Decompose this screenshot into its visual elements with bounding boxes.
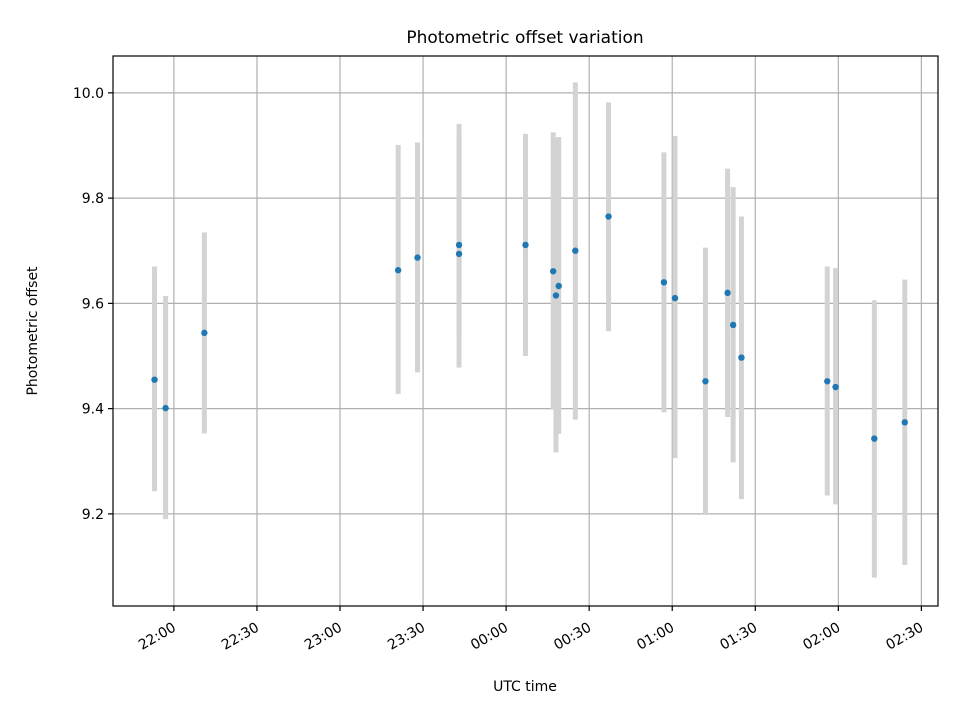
x-tick-label: 02:30: [883, 620, 926, 654]
x-tick-label: 01:00: [634, 620, 677, 654]
data-point: [414, 254, 421, 261]
data-point: [549, 268, 557, 275]
y-tick-label: 9.2: [82, 507, 104, 523]
data-point: [162, 404, 169, 412]
markers: [151, 213, 908, 442]
x-tick-label: 22:30: [219, 620, 262, 654]
data-point: [555, 282, 562, 290]
data-point: [522, 241, 529, 249]
x-tick-label: 00:00: [468, 620, 511, 654]
x-tick-label: 23:00: [302, 620, 345, 654]
x-tick-label: 00:30: [551, 620, 594, 654]
errorbars: [152, 82, 908, 578]
chart-title: Photometric offset variation: [406, 28, 643, 48]
y-axis: 9.2 9.4 9.6 9.8 10.0: [73, 86, 113, 523]
x-tick-label: 22:00: [136, 620, 179, 654]
y-tick-label: 9.6: [82, 296, 104, 312]
data-point: [660, 279, 668, 286]
data-point: [901, 419, 908, 426]
data-point: [824, 378, 831, 385]
data-point: [724, 289, 731, 297]
x-tick-label: 02:00: [800, 620, 843, 654]
data-point: [394, 267, 402, 274]
data-point: [871, 435, 878, 442]
data-point: [572, 247, 579, 254]
data-point: [151, 376, 158, 383]
data-point: [201, 329, 208, 337]
data-point: [729, 321, 737, 329]
x-tick-label: 23:30: [385, 620, 428, 654]
x-axis: 22:00 22:30 23:00 23:30 00:00 00:30 01:00 01:30…: [136, 606, 926, 654]
x-tick-label: 01:30: [717, 620, 760, 654]
data-point: [738, 354, 745, 361]
data-point: [702, 378, 709, 385]
data-point: [671, 294, 679, 302]
data-point: [455, 250, 463, 258]
data-point: [832, 383, 839, 391]
data-point: [455, 241, 463, 249]
data-point: [552, 292, 560, 299]
y-axis-label: Photometric offset: [25, 266, 41, 396]
y-tick-label: 9.4: [82, 402, 104, 418]
x-axis-label: UTC time: [493, 679, 557, 695]
y-tick-label: 9.8: [82, 191, 104, 207]
plot-frame: [112, 55, 939, 607]
y-tick-label: 10.0: [73, 86, 104, 102]
data-point: [605, 213, 612, 220]
